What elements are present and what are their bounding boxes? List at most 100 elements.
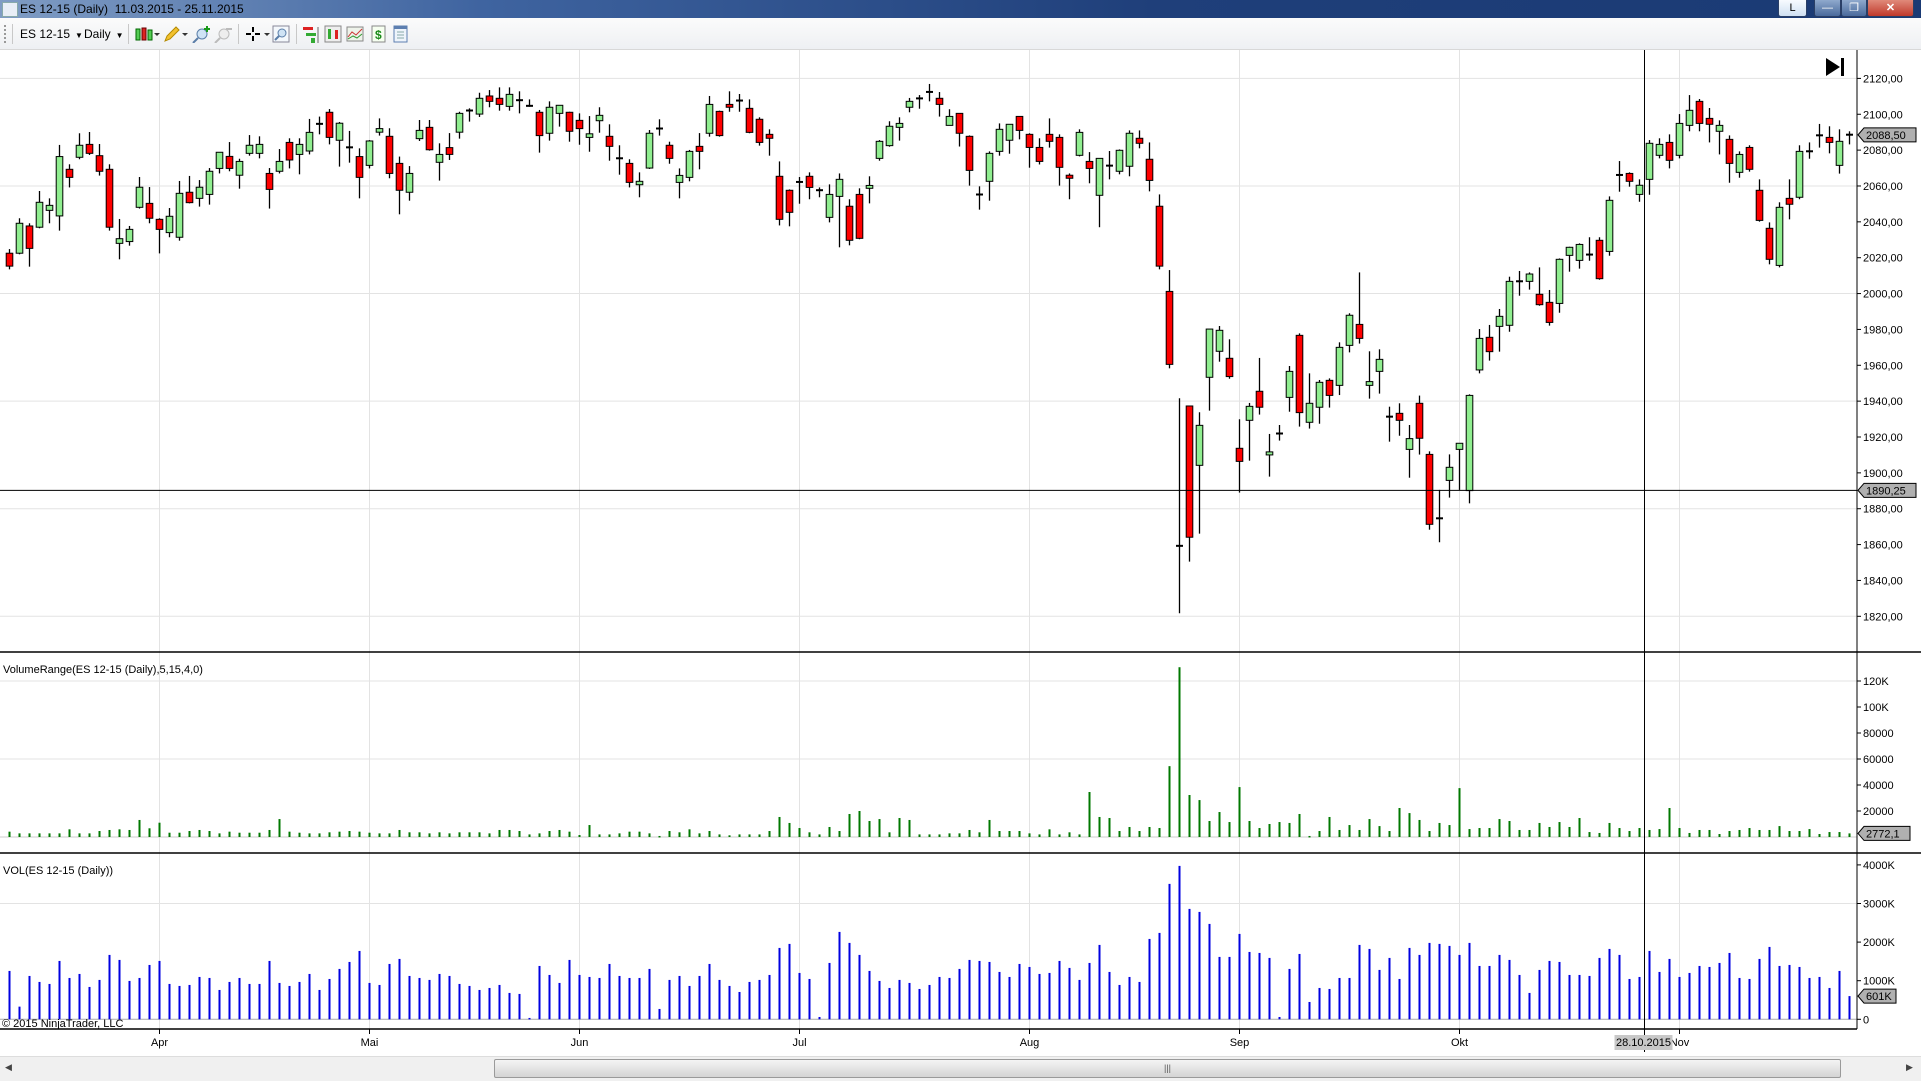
candle-body-up: [505, 93, 514, 107]
scroll-right-arrow-icon[interactable]: ▶: [1906, 1062, 1913, 1072]
candle-body-down: [1395, 412, 1404, 421]
volume-range-bar: [1738, 829, 1741, 837]
candle-body-down: [565, 111, 574, 132]
volume-bar: [1308, 1001, 1311, 1020]
volume-bar: [28, 975, 31, 1020]
candle-body-down: [745, 107, 754, 133]
candle-body-up: [195, 186, 204, 199]
scroll-left-arrow-icon[interactable]: ◀: [5, 1062, 12, 1072]
candle-body-down: [425, 126, 434, 151]
candle: [115, 218, 124, 260]
candle: [65, 164, 74, 188]
candle: [1235, 419, 1244, 493]
horizontal-scrollbar[interactable]: ◀ ||| ▶: [0, 1056, 1921, 1081]
volume-bar: [828, 962, 831, 1020]
candle: [1645, 140, 1654, 195]
volume-range-bar: [128, 829, 131, 837]
volume-bar: [1618, 954, 1621, 1020]
properties-icon[interactable]: [392, 25, 410, 43]
restore-button[interactable]: ❐: [1841, 0, 1867, 17]
minimize-button[interactable]: —: [1814, 0, 1841, 17]
zoom-out-icon[interactable]: [214, 25, 232, 43]
link-button[interactable]: L: [1778, 0, 1807, 17]
magnifier-icon[interactable]: [272, 25, 290, 43]
candle: [1465, 394, 1474, 504]
candle-body-up: [1525, 273, 1534, 282]
volume-bar: [18, 1006, 21, 1020]
price-axis-label: 1860,00: [1863, 540, 1903, 552]
volume-bar: [528, 1017, 531, 1020]
volume-range-bar: [388, 833, 391, 837]
candle: [1516, 270, 1523, 296]
volume-range-bar: [468, 832, 471, 837]
volume-range-bar: [648, 833, 651, 837]
volume-range-bar: [508, 829, 511, 837]
candle: [325, 109, 334, 145]
candle-body-up: [1475, 337, 1484, 371]
interval-selector[interactable]: Daily ▼: [84, 25, 124, 43]
candle: [395, 156, 404, 215]
candle-body-up: [475, 97, 484, 115]
candle: [5, 249, 14, 270]
volume-range-bar: [1568, 826, 1571, 837]
scrollbar-thumb[interactable]: |||: [494, 1059, 1841, 1078]
chart-style-icon[interactable]: [134, 25, 160, 43]
volume-bar: [378, 984, 381, 1020]
volume-bar: [308, 973, 311, 1020]
volume-bar: [728, 985, 731, 1020]
indicators-icon[interactable]: [302, 25, 320, 43]
volume-range-bar: [1478, 828, 1481, 837]
time-axis-label: Jun: [571, 1037, 589, 1049]
volume-range-bar: [1118, 831, 1121, 837]
volume-bar: [1798, 966, 1801, 1020]
volume-bar: [348, 961, 351, 1020]
volume-range-bar: [1258, 828, 1261, 837]
candle-body-down: [845, 205, 854, 241]
volume-bar: [188, 984, 191, 1020]
volume-range-bar: [1388, 831, 1391, 837]
chart-trader-icon[interactable]: [346, 25, 364, 43]
dollar-icon[interactable]: $: [370, 25, 388, 43]
volume-bar: [1078, 979, 1081, 1020]
candle-body-down: [1185, 405, 1194, 538]
candle: [545, 101, 554, 141]
volume-bar: [1608, 948, 1611, 1020]
instrument-selector[interactable]: ES 12-15 ▼: [20, 25, 83, 43]
candle-body-up: [235, 160, 244, 176]
volume-range-bar: [758, 834, 761, 837]
price-axis-label: 2080,00: [1863, 145, 1903, 157]
volume-range-bar: [1018, 831, 1021, 837]
candle-body-up: [985, 152, 994, 182]
price-axis-label: 2100,00: [1863, 109, 1903, 121]
volume-range-bars: [8, 667, 1851, 838]
volume-bar: [1328, 988, 1331, 1020]
volume-range-bar: [848, 813, 851, 837]
candle: [745, 99, 754, 134]
scroll-to-end-icon[interactable]: [1826, 58, 1844, 76]
volume-bar: [1718, 962, 1721, 1020]
volume-range-bar: [448, 833, 451, 837]
volume-range-bar: [948, 833, 951, 837]
volume-range-bar: [1508, 821, 1511, 837]
crosshair-icon[interactable]: [244, 25, 270, 43]
drawing-pencil-icon[interactable]: [162, 25, 188, 43]
volume-bar: [1418, 954, 1421, 1020]
time-axis-label: Aug: [1020, 1037, 1040, 1049]
volume-bar: [568, 959, 571, 1020]
volume-range-bar: [1188, 795, 1191, 837]
zoom-in-icon[interactable]: [192, 25, 210, 43]
candle-body-down: [1015, 115, 1024, 131]
volume-range-bar: [1718, 834, 1721, 837]
candle: [1495, 308, 1504, 352]
strategies-icon[interactable]: [324, 25, 342, 43]
volume-bars: [8, 865, 1851, 1020]
price-axis-label: 1920,00: [1863, 432, 1903, 444]
candle-body-up: [35, 201, 44, 228]
volume-bar: [1558, 961, 1561, 1020]
volume-range-bar: [748, 834, 751, 837]
candle-body-down: [1065, 174, 1074, 179]
close-button[interactable]: ✕: [1867, 0, 1914, 17]
toolbar-grip[interactable]: [4, 25, 6, 43]
candle: [595, 107, 604, 133]
